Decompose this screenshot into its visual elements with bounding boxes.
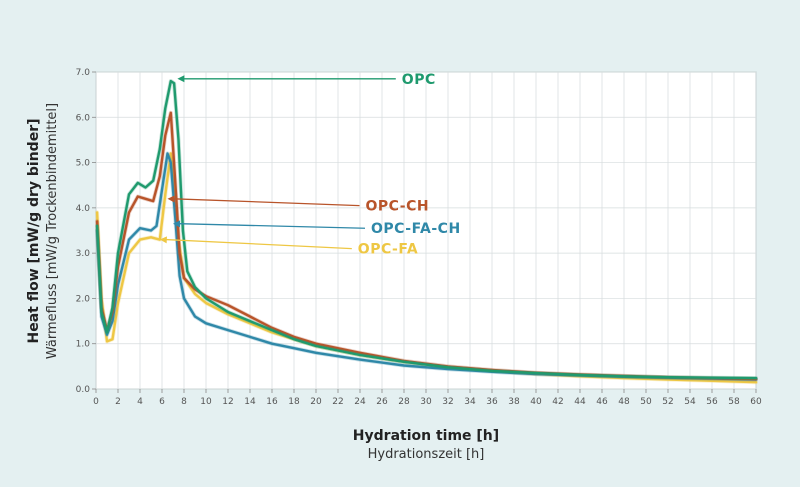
x-tick-label: 4 (137, 397, 143, 407)
x-tick-label: 30 (420, 397, 432, 407)
x-tick-label: 6 (159, 397, 165, 407)
x-tick-label: 2 (115, 397, 121, 407)
y-tick-label: 2.0 (76, 294, 91, 304)
x-tick-label: 14 (244, 397, 256, 407)
x-tick-label: 12 (222, 397, 233, 407)
x-axis-title: Hydration time [h] Hydrationszeit [h] (353, 428, 499, 462)
series-label-opc-ch: OPC-CH (366, 199, 430, 215)
annotation-arrow-opc-fa (165, 238, 352, 250)
x-tick-label: 54 (684, 397, 696, 407)
annotation-arrow-opc-ch (173, 198, 360, 207)
x-tick-label: 16 (266, 397, 278, 407)
x-tick-label: 18 (288, 397, 300, 407)
x-tick-label: 60 (750, 397, 762, 407)
y-axis-label-sub: Wärmefluss [mW/g Trockenbindemittel] (45, 103, 60, 359)
x-tick-label: 58 (728, 397, 740, 407)
y-tick-label: 1.0 (76, 340, 91, 350)
x-tick-label: 36 (486, 397, 498, 407)
x-tick-label: 50 (640, 397, 652, 407)
x-tick-label: 8 (181, 397, 187, 407)
y-axis-label: Heat flow [mW/g dry binder] (26, 119, 42, 344)
annotation-arrow-opc-fa-ch (178, 223, 366, 229)
x-tick-label: 42 (552, 397, 563, 407)
x-tick-label: 28 (398, 397, 410, 407)
y-tick-label: 0.0 (76, 385, 91, 395)
x-tick-label: 20 (310, 397, 322, 407)
x-tick-label: 32 (442, 397, 453, 407)
x-axis-label-sub: Hydrationszeit [h] (368, 447, 485, 462)
y-tick-label: 6.0 (76, 113, 91, 123)
series-line-opc (95, 79, 758, 380)
x-tick-label: 0 (93, 397, 99, 407)
y-tick-label: 7.0 (76, 68, 91, 78)
x-tick-label: 46 (596, 397, 608, 407)
annotation-arrowhead-opc-ch (167, 195, 175, 203)
series-annotations: OPC OPC-CH OPC-FA-CH OPC-FA (159, 72, 461, 258)
y-tick-label: 5.0 (76, 159, 91, 169)
x-tick-label: 22 (332, 397, 343, 407)
annotation-arrowhead-opc (177, 75, 185, 83)
x-tick-label: 34 (464, 397, 476, 407)
x-tick-label: 26 (376, 397, 388, 407)
x-axis-label: Hydration time [h] (353, 428, 499, 444)
annotation-arrowhead-opc-fa (159, 236, 167, 244)
series-label-opc-fa: OPC-FA (358, 242, 418, 258)
y-axis-title: Heat flow [mW/g dry binder] Wärmefluss [… (26, 103, 60, 359)
grid (95, 71, 757, 390)
x-tick-label: 24 (354, 397, 366, 407)
x-tick-label: 48 (618, 397, 630, 407)
x-tick-label: 38 (508, 397, 520, 407)
y-tick-label: 3.0 (76, 249, 91, 259)
y-tick-label: 4.0 (76, 204, 91, 214)
annotation-arrowhead-opc-fa-ch (173, 220, 181, 228)
series-label-opc-fa-ch: OPC-FA-CH (371, 221, 461, 237)
x-tick-label: 44 (574, 397, 586, 407)
x-tick-label: 52 (662, 397, 673, 407)
x-tick-label: 10 (200, 397, 212, 407)
x-tick-label: 56 (706, 397, 718, 407)
series-lines (95, 79, 758, 385)
x-tick-label: 40 (530, 397, 542, 407)
series-label-opc: OPC (402, 72, 436, 88)
axis-ticks: 0 2 4 6 8 10 12 14 16 18 20 22 24 26 28 30 32 34 36 38 40 42 4… (76, 68, 762, 407)
